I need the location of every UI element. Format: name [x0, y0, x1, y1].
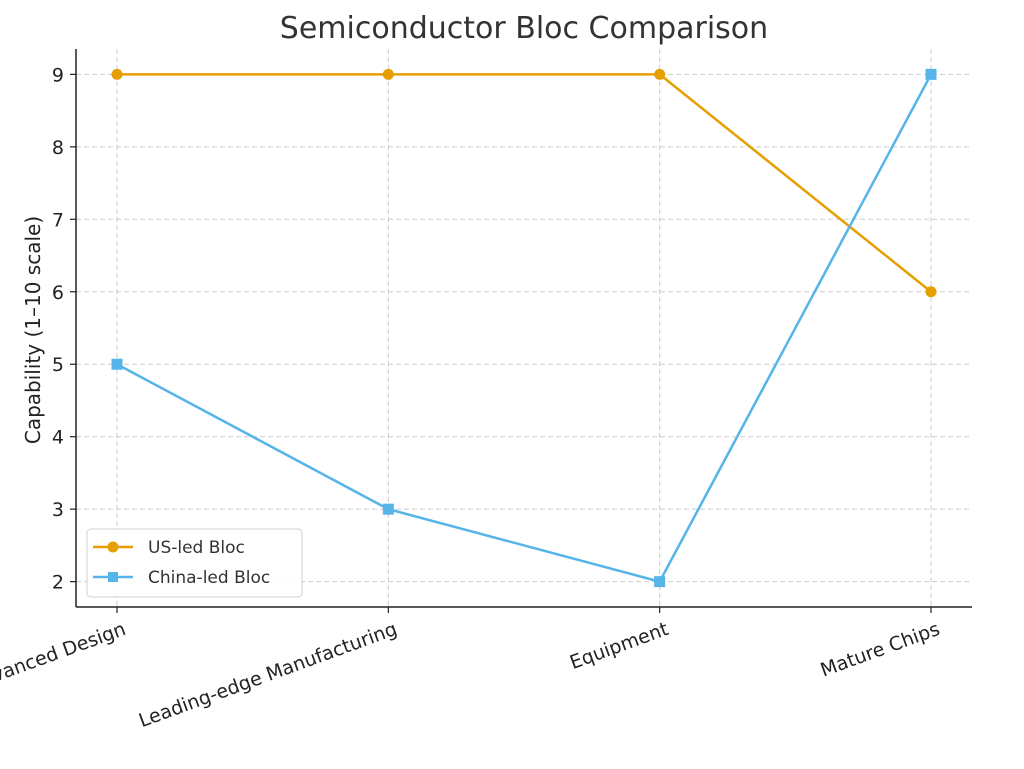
grid — [76, 49, 972, 607]
legend-label-china-led-bloc: China-led Bloc — [148, 568, 270, 588]
y-tick-label: 3 — [52, 499, 64, 521]
data-point — [654, 576, 666, 588]
x-tick-label-equipment: Equipment — [567, 618, 671, 674]
axes — [75, 49, 972, 608]
x-tick-label-leading-edge-manufacturing: Leading-edge Manufacturing — [136, 618, 400, 732]
series-line-china-led-bloc — [116, 73, 933, 583]
series-us-led-bloc — [111, 68, 937, 298]
chart-title: Semiconductor Bloc Comparison — [280, 11, 768, 46]
legend-label-us-led-bloc: US-led Bloc — [148, 538, 245, 558]
legend: US-led Bloc China-led Bloc — [86, 528, 303, 598]
y-tick-label: 5 — [52, 354, 64, 376]
data-point — [654, 68, 666, 80]
data-point — [925, 68, 937, 80]
y-tick-label: 4 — [52, 427, 64, 449]
y-axis-title: Capability (1–10 scale) — [21, 216, 45, 444]
data-point — [111, 358, 123, 370]
data-point — [925, 286, 937, 298]
legend-marker-us-led-bloc — [107, 541, 119, 553]
series-line-us-led-bloc — [117, 73, 932, 293]
legend-marker-china-led-bloc — [108, 572, 118, 582]
data-point — [382, 68, 394, 80]
y-tick-label: 7 — [52, 209, 64, 231]
series — [111, 68, 937, 588]
series-china-led-bloc — [111, 68, 937, 588]
y-tick-label: 6 — [52, 282, 64, 304]
x-tick-label-mature-chips: Mature Chips — [818, 618, 943, 681]
y-tick-label: 8 — [52, 137, 64, 159]
x-tick-label-advanced-design: Advanced Design — [0, 618, 129, 695]
y-tick-label: 9 — [52, 64, 64, 86]
x-axis-ticks: Advanced Design Leading-edge Manufacturin… — [0, 607, 943, 732]
y-tick-label: 2 — [52, 572, 64, 594]
legend-box — [86, 528, 303, 598]
data-point — [382, 503, 394, 515]
data-point — [111, 68, 123, 80]
y-axis-ticks: 2 3 4 5 6 7 8 9 — [52, 64, 76, 594]
